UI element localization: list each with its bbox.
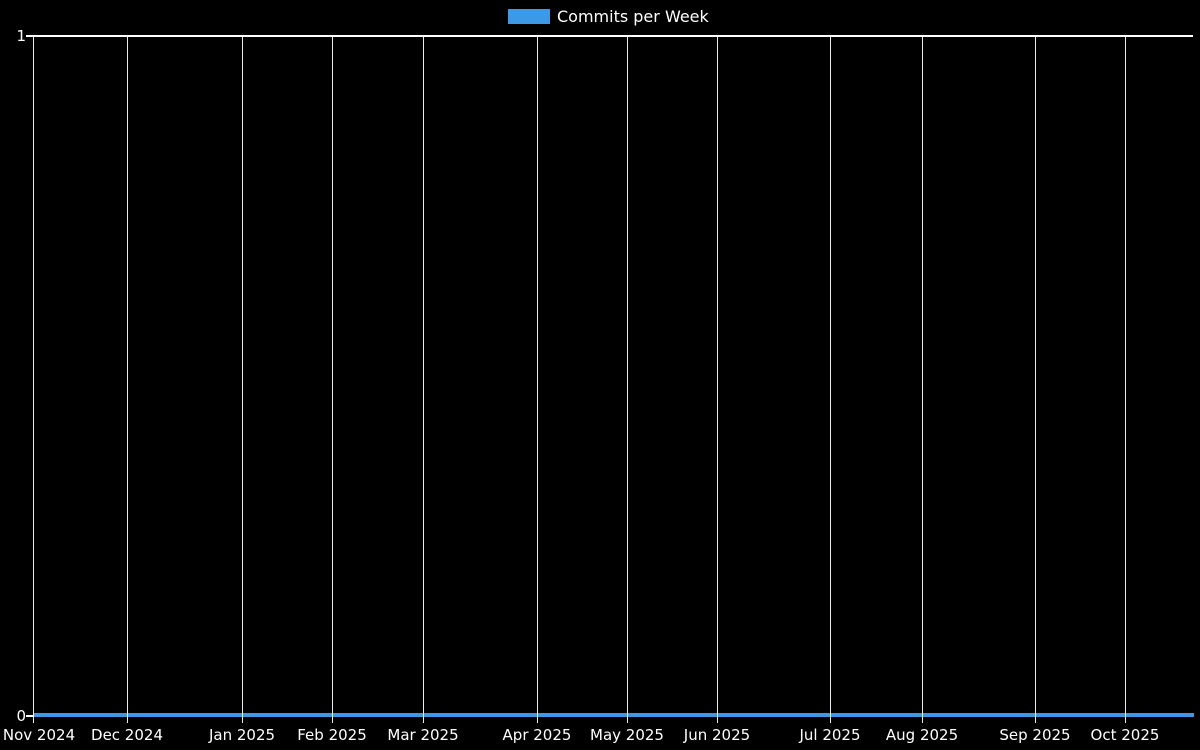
month-gridline bbox=[33, 36, 34, 723]
y-tick-mark-min bbox=[26, 715, 34, 717]
month-gridline bbox=[1125, 36, 1126, 723]
month-gridline bbox=[537, 36, 538, 723]
month-gridline bbox=[1035, 36, 1036, 723]
month-gridline bbox=[423, 36, 424, 723]
x-tick-label: Jun 2025 bbox=[683, 726, 751, 744]
x-tick-label: Dec 2024 bbox=[91, 726, 163, 744]
month-gridline bbox=[922, 36, 923, 723]
x-tick-label: May 2025 bbox=[590, 726, 664, 744]
month-gridline bbox=[332, 36, 333, 723]
x-tick-label: Jan 2025 bbox=[208, 726, 276, 744]
month-gridline bbox=[242, 36, 243, 723]
x-tick-label: Jul 2025 bbox=[799, 726, 861, 744]
y-tick-mark-max bbox=[26, 35, 34, 37]
y-tick-label-min: 0 bbox=[16, 707, 26, 725]
x-tick-label: Oct 2025 bbox=[1090, 726, 1160, 744]
x-tick-label: Nov 2024 bbox=[2, 726, 76, 744]
x-tick-label: Sep 2025 bbox=[999, 726, 1071, 744]
month-gridline bbox=[127, 36, 128, 723]
x-tick-label: Mar 2025 bbox=[387, 726, 459, 744]
plot-top-border bbox=[28, 35, 1193, 37]
x-tick-label: Aug 2025 bbox=[885, 726, 959, 744]
month-gridline bbox=[627, 36, 628, 723]
commits-series-line bbox=[34, 713, 1194, 717]
month-gridline bbox=[717, 36, 718, 723]
chart-legend[interactable]: Commits per Week bbox=[508, 8, 709, 25]
x-tick-label: Feb 2025 bbox=[297, 726, 367, 744]
y-tick-label-max: 1 bbox=[16, 27, 26, 45]
x-tick-label: Apr 2025 bbox=[502, 726, 572, 744]
month-gridline bbox=[830, 36, 831, 723]
legend-swatch bbox=[508, 9, 550, 24]
legend-label: Commits per Week bbox=[557, 7, 709, 26]
